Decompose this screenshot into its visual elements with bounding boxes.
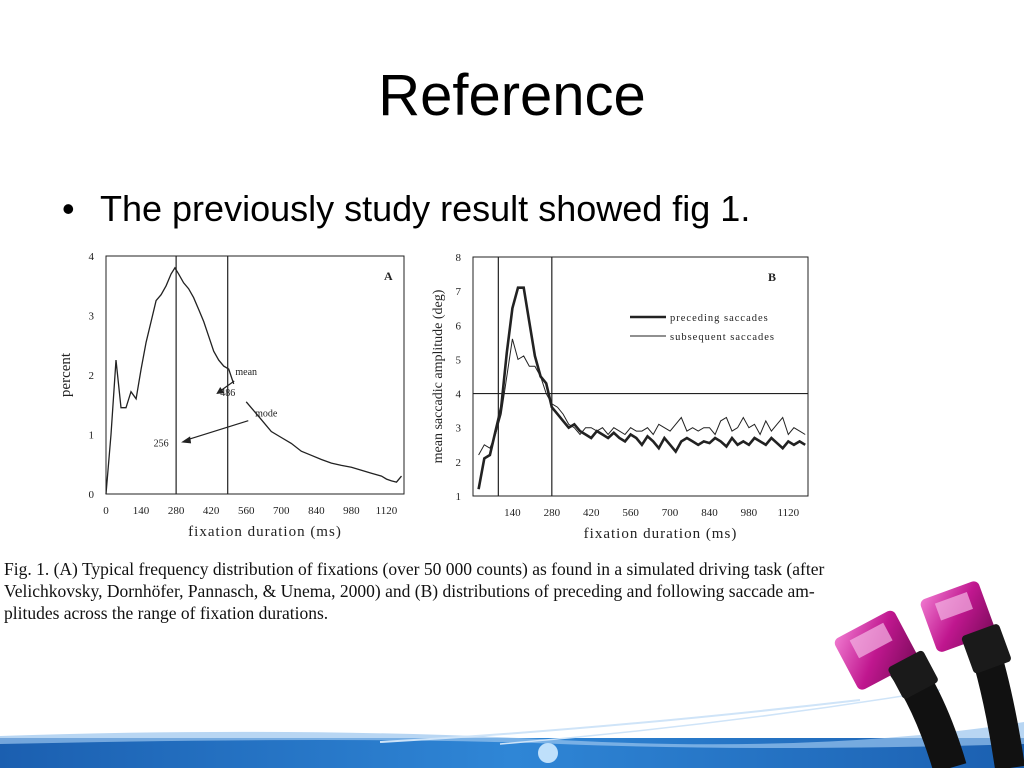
y-axis-label: percent bbox=[58, 352, 74, 397]
x-axis-label: fixation duration (ms) bbox=[188, 524, 342, 540]
x-tick-label: 420 bbox=[203, 505, 220, 517]
y-tick-label: 8 bbox=[456, 252, 462, 264]
panel-letter: A bbox=[384, 269, 393, 283]
bullet-text: The previously study result showed fig 1… bbox=[100, 188, 751, 229]
x-tick-label: 1120 bbox=[777, 507, 799, 519]
annotation-label: mean bbox=[235, 367, 257, 378]
annotation-label: mode bbox=[255, 409, 278, 420]
caption-line: Fig. 1. (A) Typical frequency distributi… bbox=[4, 559, 825, 579]
plot-frame bbox=[472, 256, 809, 497]
series-line-preceding bbox=[477, 286, 806, 490]
y-tick-label: 6 bbox=[456, 320, 462, 332]
x-tick-label: 980 bbox=[741, 507, 758, 519]
mean-arrowhead-icon bbox=[216, 387, 225, 394]
series-line-subsequent bbox=[478, 338, 806, 456]
x-tick-label: 840 bbox=[701, 507, 718, 519]
caption-line: plitudes across the range of fixation du… bbox=[4, 603, 329, 623]
x-tick-label: 140 bbox=[133, 505, 150, 517]
glow-dot-icon bbox=[538, 743, 558, 763]
bottom-wave-band bbox=[0, 689, 1024, 768]
y-tick-label: 4 bbox=[456, 389, 462, 401]
x-tick-label: 420 bbox=[583, 507, 600, 519]
x-tick-label: 140 bbox=[504, 507, 521, 519]
x-tick-label: 700 bbox=[273, 505, 290, 517]
x-tick-label: 700 bbox=[662, 507, 679, 519]
annotation-label: 256 bbox=[154, 438, 169, 449]
bullet-item: • The previously study result showed fig … bbox=[62, 188, 750, 230]
mode-arrowhead-icon bbox=[181, 436, 192, 444]
figure-caption: Fig. 1. (A) Typical frequency distributi… bbox=[4, 558, 872, 624]
panel-letter: B bbox=[768, 270, 776, 284]
y-tick-label: 4 bbox=[89, 251, 95, 263]
bullet-dot-icon: • bbox=[62, 188, 75, 229]
y-tick-label: 3 bbox=[456, 423, 462, 435]
y-axis-label: mean saccadic amplitude (deg) bbox=[431, 289, 446, 463]
x-tick-label: 840 bbox=[308, 505, 325, 517]
y-tick-label: 7 bbox=[456, 286, 462, 298]
slide-title: Reference bbox=[378, 63, 646, 128]
y-tick-label: 1 bbox=[89, 430, 95, 442]
network-cable-icon bbox=[834, 581, 1024, 768]
legend-label: subsequent saccades bbox=[670, 332, 775, 343]
x-tick-label: 560 bbox=[238, 505, 255, 517]
y-tick-label: 2 bbox=[89, 370, 95, 382]
x-axis-label: fixation duration (ms) bbox=[584, 526, 738, 542]
y-tick-label: 1 bbox=[456, 491, 462, 503]
x-tick-label: 980 bbox=[343, 505, 360, 517]
y-tick-label: 3 bbox=[89, 311, 95, 323]
x-tick-label: 280 bbox=[544, 507, 561, 519]
x-tick-label: 0 bbox=[103, 505, 109, 517]
annotation-label: 486 bbox=[220, 388, 235, 399]
x-tick-label: 1120 bbox=[376, 505, 398, 517]
plot-frame bbox=[105, 255, 405, 495]
x-tick-label: 560 bbox=[622, 507, 639, 519]
data-line bbox=[105, 266, 402, 495]
y-tick-label: 5 bbox=[456, 354, 462, 366]
mode-pointer-arrow bbox=[184, 420, 249, 441]
mean-pointer-arrow bbox=[219, 380, 235, 392]
legend-label: preceding saccades bbox=[670, 313, 769, 324]
x-tick-label: 280 bbox=[168, 505, 185, 517]
caption-line: Velichkovsky, Dornhöfer, Pannasch, & Une… bbox=[4, 581, 815, 601]
y-tick-label: 2 bbox=[456, 457, 462, 469]
y-tick-label: 0 bbox=[89, 489, 95, 501]
